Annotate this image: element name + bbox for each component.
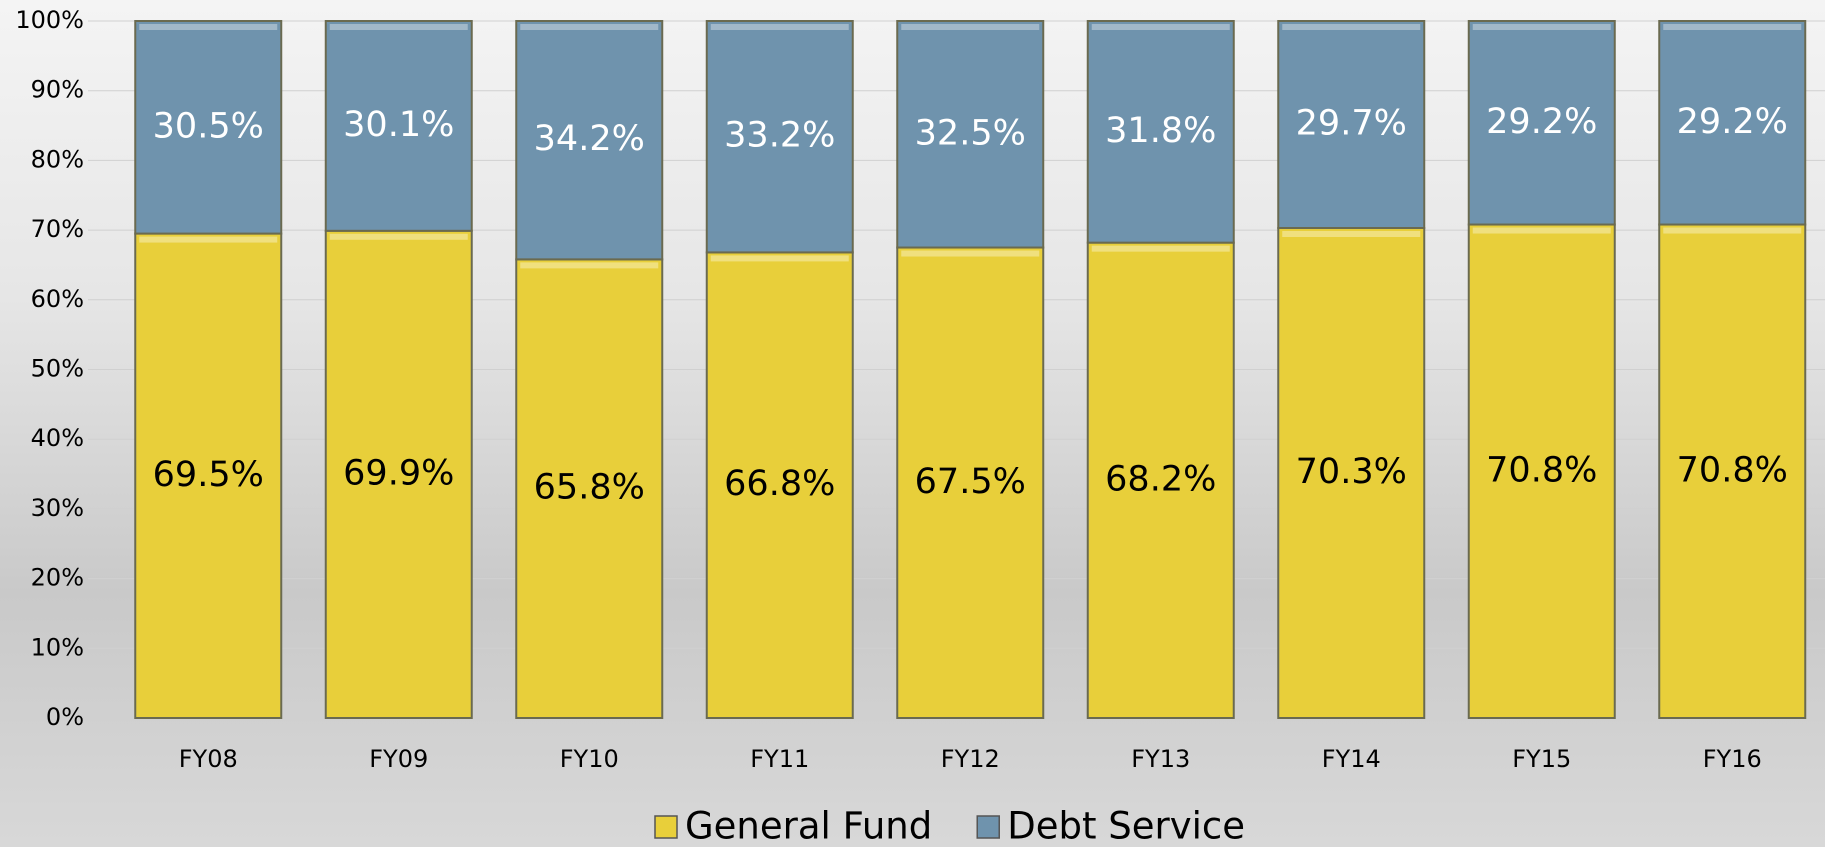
y-tick-label: 30%: [31, 494, 84, 522]
y-tick-label: 90%: [31, 76, 84, 104]
bar-bevel: [520, 24, 659, 30]
y-tick-label: 100%: [15, 6, 84, 34]
x-tick-label: FY14: [1322, 745, 1381, 773]
bar-segment: [896, 20, 1045, 249]
bar-segment: [324, 20, 473, 232]
bar-segment: [1086, 241, 1235, 719]
y-tick-label: 20%: [31, 564, 84, 592]
bar-segment: [1086, 20, 1235, 244]
x-tick-label: FY15: [1512, 745, 1571, 773]
data-label: 70.8%: [1486, 450, 1597, 490]
bar-segment: [896, 246, 1045, 719]
bar-segment: [1658, 20, 1807, 226]
x-tick-label: FY11: [750, 745, 809, 773]
data-label: 32.5%: [915, 113, 1026, 153]
data-label: 69.5%: [153, 455, 264, 495]
bar-segment: [1277, 20, 1426, 230]
data-label: 66.8%: [724, 464, 835, 504]
bar-segment: [1467, 20, 1616, 226]
x-tick-label: FY08: [179, 745, 238, 773]
bar-segment: [1277, 227, 1426, 719]
bar-segment: [134, 232, 283, 720]
bar-segment: [134, 20, 283, 235]
bar-segment: [1467, 223, 1616, 720]
y-tick-label: 60%: [31, 285, 84, 313]
data-label: 29.7%: [1296, 104, 1407, 144]
bar-bevel: [710, 24, 849, 30]
bar-segment: [705, 251, 854, 720]
legend-label: General Fund: [685, 805, 932, 847]
bar-bevel: [901, 250, 1040, 257]
bar-bevel: [901, 24, 1040, 30]
bar-bevel: [1663, 24, 1802, 30]
bar-bevel: [1472, 24, 1611, 30]
data-label: 70.3%: [1296, 452, 1407, 492]
x-tick-label: FY09: [369, 745, 428, 773]
legend-marker: [976, 815, 1000, 839]
data-label: 33.2%: [724, 116, 835, 156]
x-tick-label: FY13: [1131, 745, 1190, 773]
bar-segment: [515, 20, 664, 261]
bar-segment: [515, 258, 664, 719]
y-tick-label: 80%: [31, 145, 84, 173]
legend-label: Debt Service: [1007, 805, 1245, 847]
data-label: 70.8%: [1677, 450, 1788, 490]
y-tick-label: 40%: [31, 424, 84, 452]
bar-bevel: [1472, 227, 1611, 234]
y-tick-label: 70%: [31, 215, 84, 243]
bar-bevel: [1663, 227, 1802, 234]
data-label: 30.5%: [153, 106, 264, 146]
bar-bevel: [1282, 24, 1421, 30]
bar-bevel: [139, 236, 278, 243]
legend-marker: [654, 815, 678, 839]
data-label: 29.2%: [1486, 102, 1597, 142]
bar-bevel: [329, 24, 468, 30]
data-label: 31.8%: [1105, 111, 1216, 151]
bar-bevel: [329, 233, 468, 240]
bar-bevel: [1282, 231, 1421, 238]
data-label: 30.1%: [343, 105, 454, 145]
y-tick-label: 50%: [31, 355, 84, 383]
bar-segment: [324, 229, 473, 719]
y-tick-label: 0%: [46, 703, 84, 731]
data-label: 65.8%: [534, 468, 645, 508]
data-label: 29.2%: [1677, 102, 1788, 142]
data-label: 34.2%: [534, 119, 645, 159]
bar-bevel: [1091, 245, 1230, 252]
x-tick-label: FY10: [560, 745, 619, 773]
data-label: 69.9%: [343, 453, 454, 493]
bar-segment: [1658, 223, 1807, 720]
x-tick-label: FY12: [941, 745, 1000, 773]
x-tick-label: FY16: [1703, 745, 1762, 773]
bar-bevel: [1091, 24, 1230, 30]
y-tick-label: 10%: [31, 633, 84, 661]
data-label: 67.5%: [915, 462, 1026, 502]
data-label: 68.2%: [1105, 459, 1216, 499]
bar-segment: [705, 20, 854, 254]
bar-bevel: [139, 24, 278, 30]
bar-bevel: [710, 255, 849, 262]
bar-bevel: [520, 262, 659, 269]
